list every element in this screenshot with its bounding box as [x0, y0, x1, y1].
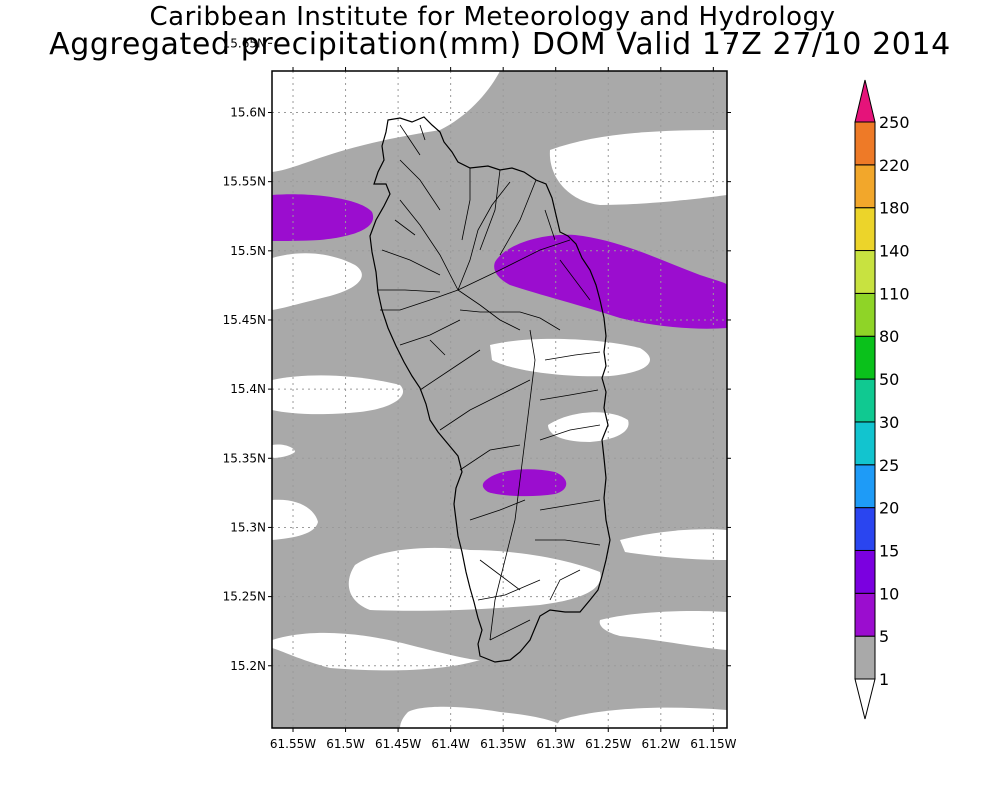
lon-tick-label: 61.55W	[270, 737, 316, 751]
island-coastline	[369, 116, 611, 663]
colorbar-swatch	[854, 464, 876, 509]
lon-tick-label: 61.35W	[480, 737, 526, 751]
lon-tick-label: 61.45W	[375, 737, 421, 751]
lat-tick-label: 15.55N	[223, 175, 266, 189]
colorbar-label: 110	[879, 284, 910, 303]
moderate-rain-regions	[272, 194, 727, 497]
colorbar-swatch	[854, 507, 876, 551]
colorbar-label: 220	[879, 156, 910, 175]
river-network	[378, 124, 601, 641]
title-line-2: Aggregated precipitation(mm) DOM Valid 1…	[49, 27, 951, 62]
colorbar-label: 180	[879, 199, 910, 218]
colorbar-swatch	[854, 549, 876, 594]
lon-tick-label: 61.25W	[585, 737, 631, 751]
colorbar-label: 30	[879, 413, 899, 432]
latitude-axis: 15.65N 15.6N 15.55N 15.5N 15.45N 15.4N 15.35N 1…	[223, 36, 731, 673]
colorbar-label: 5	[879, 627, 889, 646]
lat-tick-label: 15.2N	[230, 659, 266, 673]
colorbar-label: 140	[879, 242, 910, 261]
colorbar-high-arrow	[854, 79, 876, 123]
lat-tick-label: 15.65N	[223, 36, 266, 50]
colorbar-swatch	[854, 164, 876, 209]
map-plot-area	[272, 71, 727, 728]
colorbar-low-arrow	[854, 678, 876, 720]
map-gridlines	[272, 71, 727, 728]
lat-tick-label: 15.5N	[230, 244, 266, 258]
lat-tick-label: 15.4N	[230, 382, 266, 396]
colorbar-swatch	[854, 207, 876, 252]
no-rain-regions	[272, 71, 727, 728]
colorbar-label: 80	[879, 327, 899, 346]
lon-tick-label: 61.15W	[690, 737, 736, 751]
colorbar-label: 250	[879, 113, 910, 132]
lon-tick-label: 61.5W	[326, 737, 365, 751]
lon-tick-label: 61.3W	[536, 737, 575, 751]
colorbar-label: 15	[879, 541, 899, 560]
lat-tick-label: 15.6N	[230, 105, 266, 119]
colorbar-label: 10	[879, 584, 899, 603]
colorbar-label: 25	[879, 456, 899, 475]
lon-tick-label: 61.4W	[431, 737, 470, 751]
colorbar-swatch	[854, 421, 876, 466]
colorbar-label: 20	[879, 499, 899, 518]
lat-tick-label: 15.25N	[223, 590, 266, 604]
map-frame	[271, 70, 728, 729]
lat-tick-label: 15.3N	[230, 520, 266, 534]
colorbar-swatch	[854, 592, 876, 637]
lon-tick-label: 61.2W	[642, 737, 681, 751]
lat-tick-label: 15.35N	[223, 451, 266, 465]
colorbar-label: 1	[879, 670, 889, 689]
colorbar-swatch	[854, 292, 876, 337]
colorbar-swatch	[854, 635, 876, 680]
colorbar-swatch	[854, 121, 876, 166]
longitude-axis: 61.55W 61.5W 61.45W 61.4W 61.35W 61.3W 61.25W 6…	[270, 67, 737, 751]
title-line-1: Caribbean Institute for Meteorology and …	[149, 2, 836, 32]
colorbar-swatch	[854, 378, 876, 423]
colorbar-swatch	[854, 250, 876, 294]
colorbar-label: 50	[879, 370, 899, 389]
lat-tick-label: 15.45N	[223, 313, 266, 327]
colorbar-swatch	[854, 335, 876, 380]
dominica-island	[369, 116, 611, 663]
